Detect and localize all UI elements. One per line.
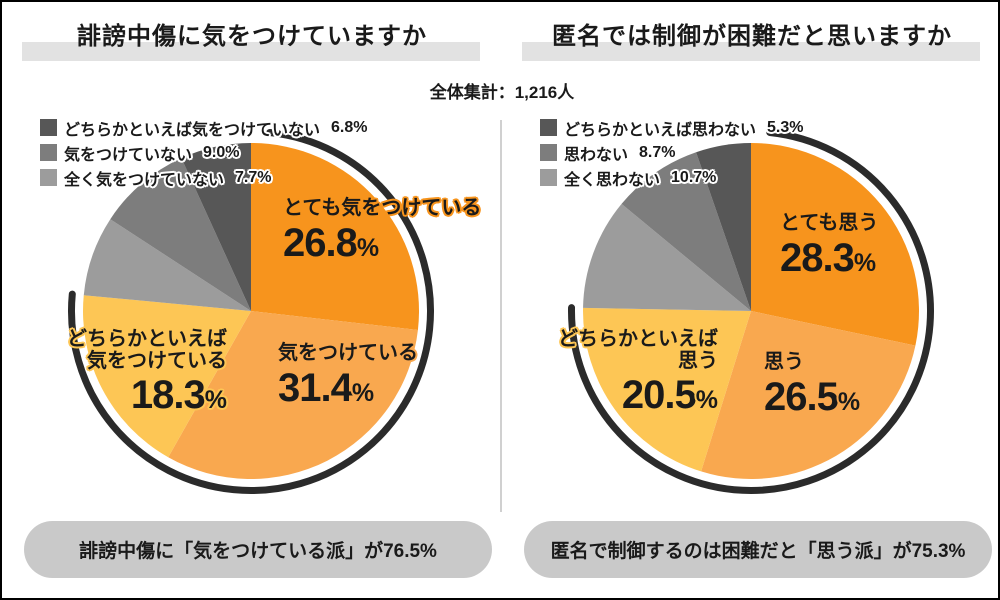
- legend-swatch-icon: [40, 169, 57, 186]
- pie-slice: [110, 158, 251, 311]
- legend-percent: 10.7%: [671, 168, 717, 186]
- legend-label: 気をつけていない: [64, 146, 193, 164]
- chart-title: 匿名では制御が困難だと思いますか: [552, 23, 952, 50]
- pie-chart-anonymity: [568, 128, 934, 494]
- legend-percent: 6.8%: [331, 118, 368, 136]
- slice-value: 26.8%: [283, 220, 380, 265]
- slice-callout: 思う 26.5%: [764, 351, 861, 419]
- legend-percent: 7.7%: [235, 168, 272, 186]
- slice-callout: どちらかといえば 気をつけている 18.3%: [67, 328, 227, 418]
- pie-slice: [251, 143, 419, 330]
- legend-swatch-icon: [40, 144, 57, 161]
- pie-slice: [751, 143, 919, 346]
- legend-swatch-icon: [540, 169, 557, 186]
- legend-percent: 5.3%: [767, 118, 804, 136]
- legend-item: 気をつけていない 9.0%: [40, 140, 367, 165]
- slice-callout: どちらかといえば 思う 20.5%: [558, 328, 718, 418]
- pie-slice: [701, 311, 916, 479]
- legend-percent: 8.7%: [639, 143, 676, 161]
- summary-pill: 誹謗中傷に「気をつけている派」が76.5%: [24, 521, 492, 578]
- legend-swatch-icon: [540, 144, 557, 161]
- slice-label: 気をつけている: [278, 342, 418, 364]
- slice-label-line1: どちらかといえば: [558, 328, 718, 350]
- legend-label: 全く思わない: [564, 171, 661, 189]
- legend-item: どちらかといえば気をつけていない 6.8%: [40, 115, 367, 140]
- emphasis-arc: [568, 128, 934, 494]
- pie-slice: [583, 203, 751, 311]
- total-sample-label: 全体集計：1,216人: [429, 83, 575, 102]
- pie-slice: [583, 307, 751, 472]
- legend-label: 全く気をつけていない: [64, 171, 225, 189]
- pie-slice: [82, 295, 251, 458]
- slice-value: 20.5%: [621, 373, 718, 418]
- slice-value: 18.3%: [130, 373, 227, 418]
- panel-divider: [500, 120, 502, 512]
- slice-callout: とても気をつけている 26.8%: [283, 197, 482, 265]
- legend-percent: 9.0%: [203, 143, 240, 161]
- legend-swatch-icon: [40, 119, 57, 136]
- slice-label: とても思う: [780, 212, 879, 234]
- slice-label-line2: 気をつけている: [87, 349, 227, 372]
- pie-slice: [168, 311, 418, 479]
- pie-slice: [621, 152, 751, 311]
- legend-swatch-icon: [540, 119, 557, 136]
- legend-label: どちらかといえば思わない: [564, 121, 757, 139]
- title-highlight-bar: [22, 42, 480, 61]
- legend-label: どちらかといえば気をつけていない: [64, 121, 321, 139]
- legend-item: 全く思わない 10.7%: [540, 165, 803, 190]
- slice-callout: とても思う 28.3%: [780, 212, 879, 280]
- slice-label: 思う: [764, 351, 804, 373]
- slice-value: 31.4%: [278, 365, 375, 410]
- pie-slice: [83, 219, 251, 311]
- slice-value: 28.3%: [780, 235, 877, 280]
- legend-label: 思わない: [564, 146, 629, 164]
- legend: どちらかといえば気をつけていない 6.8% 気をつけていない 9.0% 全く気を…: [40, 115, 367, 190]
- pie-slice: [181, 143, 251, 311]
- slice-label-line1: どちらかといえば: [67, 328, 227, 350]
- slice-value: 26.5%: [764, 374, 861, 419]
- legend-item: 全く気をつけていない 7.7%: [40, 165, 367, 190]
- slice-label-line2: 思う: [678, 349, 718, 372]
- pie-slice: [696, 143, 751, 311]
- title-highlight-bar: [522, 42, 980, 61]
- slice-label: とても気をつけている: [283, 197, 482, 219]
- legend-item: 思わない 8.7%: [540, 140, 803, 165]
- summary-pill: 匿名で制御するのは困難だと「思う派」が75.3%: [524, 521, 992, 578]
- pie-chart-caution: [68, 128, 434, 494]
- panel-anonymity: 匿名では制御が困難だと思いますか どちらかといえば思わない 5.3% 思わない …: [502, 2, 998, 598]
- slice-callout: 気をつけている 31.4%: [278, 342, 418, 410]
- legend: どちらかといえば思わない 5.3% 思わない 8.7% 全く思わない 10.7%: [540, 115, 803, 190]
- chart-title: 誹謗中傷に気をつけていますか: [77, 23, 427, 50]
- legend-item: どちらかといえば思わない 5.3%: [540, 115, 803, 140]
- emphasis-arc: [68, 128, 434, 494]
- panel-caution: 誹謗中傷に気をつけていますか どちらかといえば気をつけていない 6.8% 気をつ…: [2, 2, 502, 598]
